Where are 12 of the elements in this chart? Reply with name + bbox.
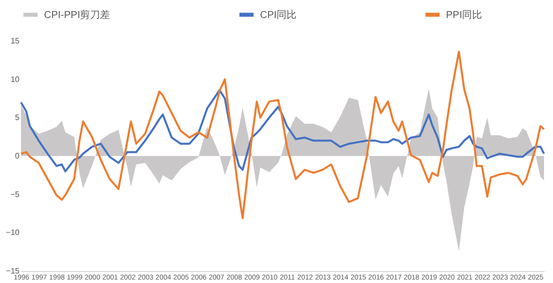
y-tick-label: 5 [15,113,20,122]
y-tick-label: −5 [10,190,20,199]
y-tick-label: 10 [10,74,20,84]
line-series [20,50,545,220]
y-tick-label: 15 [10,36,20,46]
y-tick-label: −15 [6,266,20,276]
legend-label: CPI同比 [260,8,297,21]
legend-label: PPI同比 [446,8,482,21]
legend-label: CPI-PPI剪刀差 [44,8,110,21]
y-tick-label: −10 [6,228,20,238]
line-series [20,89,545,172]
y-tick-label: 0 [15,152,20,160]
